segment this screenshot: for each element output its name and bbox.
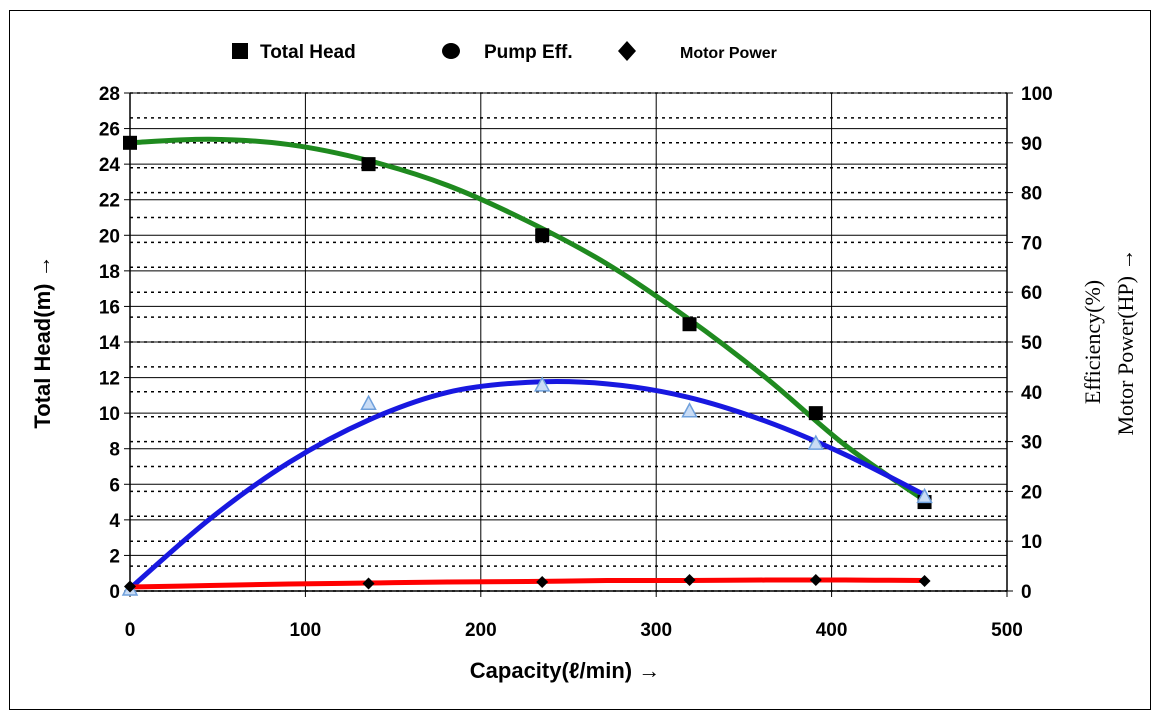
legend-marker-diamond-icon [618,41,636,61]
trend-line-total-head [127,136,928,503]
x-tick-label: 300 [640,620,672,641]
x-tick-label: 0 [125,620,136,641]
point-motor-power [918,575,931,588]
y-right-tick-label: 40 [1021,383,1042,404]
y-right-tick-label: 90 [1021,134,1042,155]
point-pump-eff- [533,376,551,392]
point-pump-eff- [807,434,825,450]
point-motor-power [683,574,696,587]
y-left-tick-label: 28 [99,84,120,105]
y-axis-right-label-motor-power: Motor Power(HP) → [1113,249,1138,436]
y-left-tick-label: 6 [109,475,120,496]
point-pump-eff- [681,402,698,418]
y-left-tick-label: 4 [109,511,120,532]
point-motor-power [536,576,549,589]
y-right-tick-label: 50 [1021,333,1042,354]
point-pump-eff- [916,487,933,504]
y-right-tick-label: 100 [1021,84,1053,105]
y-left-tick-label: 20 [99,226,120,247]
trend-line-pump-eff- [127,379,928,592]
y-left-tick-label: 8 [109,440,120,461]
x-tick-label: 200 [465,620,497,641]
x-tick-label: 400 [816,620,848,641]
legend-label: Pump Eff. [484,42,573,63]
point-total-head [361,157,376,172]
trend-line-motor-power [127,577,928,590]
point-motor-power [124,580,136,593]
y-left-tick-label: 14 [99,333,121,354]
point-total-head [535,228,550,243]
tick-labels: 0 100 200 300 400 500024681012141618202224262… [99,84,1053,641]
y-right-tick-label: 80 [1021,184,1042,205]
axes [124,92,1013,597]
point-total-head [682,317,697,332]
y-left-tick-label: 26 [99,120,120,141]
trend-lines [127,136,928,592]
point-pump-eff- [360,394,377,410]
y-left-tick-label: 24 [99,155,121,176]
y-right-tick-label: 70 [1021,233,1042,254]
chart-frame [9,10,1151,710]
y-left-tick-label: 10 [99,404,120,425]
x-tick-label: 100 [290,620,322,641]
y-right-tick-label: 20 [1021,482,1042,503]
x-tick-label: 500 [991,620,1023,641]
legend-marker-square-icon [232,43,248,59]
point-total-head [808,406,823,421]
legend-label: Motor Power [680,45,777,62]
y-left-tick-label: 12 [99,369,120,390]
legend: Total Head Pump Eff. Motor Power [232,41,777,63]
y-axis-left-label: Total Head(m) → [30,255,55,428]
y-right-tick-label: 30 [1021,433,1042,454]
point-motor-power [362,577,375,590]
legend-label: Total Head [260,42,356,63]
legend-marker-circle-icon [442,43,460,59]
y-left-tick-label: 22 [99,191,120,212]
y-left-tick-label: 2 [109,546,120,567]
y-left-tick-label: 0 [109,582,120,603]
y-left-tick-label: 16 [99,297,120,318]
y-right-tick-label: 60 [1021,283,1042,304]
y-left-tick-label: 18 [99,262,120,283]
data-markers [121,135,933,596]
point-total-head [123,135,137,150]
y-axis-right-label-efficiency: Efficiency(%) [1080,280,1105,404]
x-axis-label: Capacity(ℓ/min) → [470,658,660,683]
grid-lines [129,92,1008,592]
point-motor-power [809,574,822,587]
y-right-tick-label: 10 [1021,532,1042,553]
y-right-tick-label: 0 [1021,582,1032,603]
